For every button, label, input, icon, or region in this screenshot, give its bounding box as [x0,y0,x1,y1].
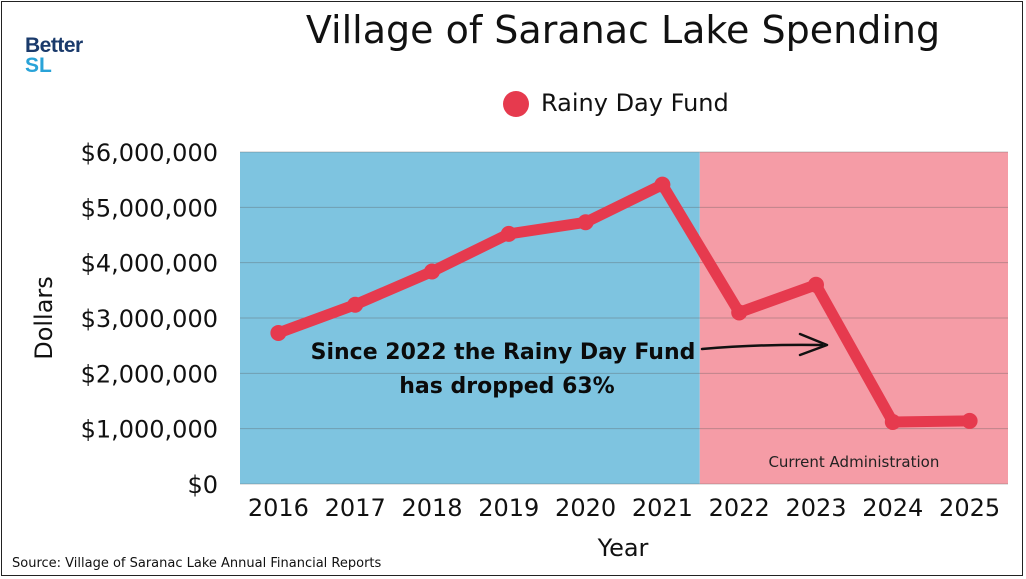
better-sl-logo: Better SL [25,34,83,77]
x-tick-label: 2020 [555,494,616,522]
y-tick-label: $0 [187,471,218,499]
x-tick-label: 2021 [632,494,693,522]
data-point [270,324,287,341]
x-tick-label: 2017 [325,494,386,522]
y-tick-label: $4,000,000 [81,250,218,278]
data-point [424,263,440,280]
x-tick-label: 2024 [862,494,923,522]
annotation-line-2: has dropped 63% [399,374,614,399]
x-axis-title: Year [597,534,649,562]
x-tick-label: 2018 [401,494,462,522]
logo-line-2: SL [25,53,52,77]
source-note: Source: Village of Saranac Lake Annual F… [12,556,382,571]
region-background-2 [699,152,1008,484]
chart-title: Village of Saranac Lake Spending [305,8,941,52]
legend-label: Rainy Day Fund [541,89,729,117]
x-tick-label: 2019 [478,494,539,522]
annotation-arrow-shaft [700,343,824,351]
region-label: Current Administration [768,453,939,471]
data-point [347,296,364,313]
annotation-arrow-head [798,332,829,357]
annotation-line-1: Since 2022 the Rainy Day Fund [311,340,696,365]
logo-line-1: Better [25,34,83,57]
legend-marker [503,91,529,117]
series-line-1 [272,179,976,428]
data-point [884,414,901,431]
data-point [500,225,517,242]
x-tick-label: 2023 [785,494,846,522]
x-tick-label: 2016 [248,494,309,522]
y-axis-title: Dollars [30,276,58,360]
y-tick-label: $6,000,000 [81,139,218,167]
data-point [961,412,978,429]
x-tick-label: 2022 [709,494,770,522]
y-tick-label: $3,000,000 [81,305,218,333]
y-tick-label: $2,000,000 [81,360,218,388]
data-point [577,214,594,231]
data-point [808,276,824,293]
y-tick-label: $5,000,000 [81,194,218,222]
y-tick-label: $1,000,000 [81,416,218,444]
data-point [654,176,671,193]
x-tick-label: 2025 [939,494,1000,522]
data-point [731,304,748,321]
